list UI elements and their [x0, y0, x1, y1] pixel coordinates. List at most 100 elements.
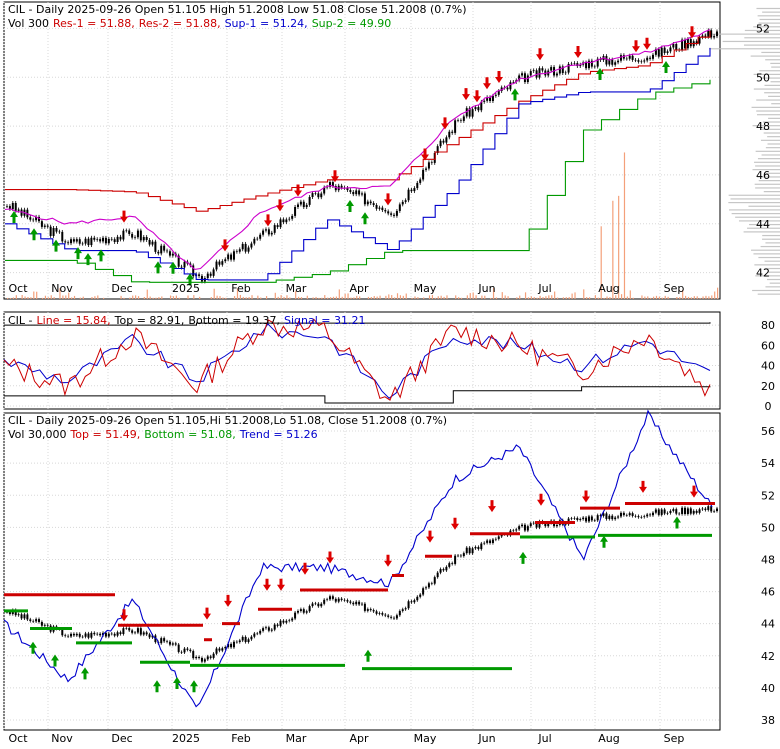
price-body	[596, 515, 599, 521]
price-body	[128, 230, 131, 234]
price-body	[538, 521, 541, 528]
price-body	[17, 614, 20, 616]
price-body	[331, 182, 334, 187]
price-body	[506, 87, 509, 90]
price-body	[427, 162, 430, 169]
price-body	[587, 60, 590, 69]
y-tick-label: 40	[761, 360, 775, 373]
price-body	[713, 36, 716, 38]
sell-arrow	[688, 26, 696, 39]
price-body	[445, 137, 448, 143]
price-body	[151, 241, 154, 245]
price-body	[340, 185, 343, 188]
volume-bar	[36, 291, 38, 299]
volume-bar	[507, 296, 509, 299]
price-body	[358, 190, 361, 195]
volume-bar	[68, 292, 70, 299]
volume-profile-bar	[752, 289, 780, 292]
x-tick-label: Aug	[598, 732, 619, 745]
legend-top: Top = 51.49,	[69, 428, 140, 441]
price-body	[32, 219, 35, 221]
price-body	[640, 516, 643, 518]
volume-profile-bar	[744, 37, 780, 39]
volume-bar	[394, 297, 396, 299]
volume-bar	[588, 297, 591, 299]
volume-bar	[460, 297, 463, 299]
price-body	[608, 515, 611, 519]
price-body	[637, 516, 640, 518]
sell-arrow	[264, 214, 272, 227]
price-body	[489, 540, 492, 543]
volume-bar	[455, 295, 457, 299]
volume-bar	[711, 295, 713, 299]
price-body	[683, 507, 686, 514]
price-body	[67, 635, 70, 637]
price-body	[96, 633, 99, 635]
y-tick-label: 44	[756, 218, 770, 231]
price-body	[512, 81, 515, 83]
price-body	[262, 628, 265, 631]
y-tick-label: 44	[761, 618, 775, 631]
buy-arrow	[364, 649, 372, 662]
price-body	[299, 201, 302, 205]
price-body	[477, 546, 480, 550]
price-body	[38, 619, 41, 622]
price-body	[198, 274, 201, 276]
sup2-line	[5, 79, 711, 283]
volume-bar	[329, 297, 332, 299]
price-body	[454, 120, 457, 133]
sell-arrow	[495, 71, 503, 84]
price-body	[128, 628, 131, 631]
price-body	[241, 636, 244, 641]
price-body	[40, 221, 43, 227]
price-body	[494, 94, 497, 96]
price-body	[270, 629, 273, 631]
price-body	[628, 55, 631, 59]
volume-bar	[155, 297, 157, 299]
price-body	[46, 225, 49, 227]
y-tick-label: 0	[765, 400, 772, 413]
price-body	[192, 651, 195, 659]
volume-bar	[556, 297, 559, 299]
volume-profile-bar	[765, 147, 780, 149]
price-body	[393, 617, 396, 619]
volume-profile-bar	[758, 256, 780, 259]
volume-profile-bar	[743, 44, 780, 46]
y-tick-label: 46	[756, 169, 770, 182]
volume-bar	[647, 296, 649, 299]
price-body	[672, 43, 675, 48]
price-body	[320, 603, 323, 607]
stoch-legend: CIL - Line = 15.84, Top = 82.91, Bottom = 1…	[8, 314, 365, 327]
price-body	[110, 633, 113, 635]
volume-bar	[353, 297, 355, 299]
volume-bar	[187, 295, 189, 299]
sell-arrow	[221, 239, 229, 252]
price-body	[425, 587, 428, 589]
price-body	[262, 230, 265, 235]
price-body	[183, 261, 186, 268]
price-body	[206, 273, 209, 279]
volume-profile-bar	[757, 158, 780, 160]
volume-bar	[289, 297, 291, 299]
volume-profile-bar	[743, 231, 780, 233]
volume-bar	[335, 296, 338, 299]
sell-arrow	[263, 578, 271, 591]
price-body	[206, 656, 209, 660]
volume-bar	[571, 293, 573, 299]
price-body	[401, 201, 404, 205]
price-body	[480, 543, 483, 550]
price-body	[398, 610, 401, 616]
price-body	[157, 251, 160, 254]
price-body	[90, 237, 93, 246]
x-tick-label: Aug	[598, 282, 619, 295]
volume-bar	[15, 295, 17, 299]
volume-bar	[539, 295, 541, 299]
volume-bar	[696, 296, 698, 299]
price-body	[180, 266, 183, 268]
price-body	[663, 47, 666, 53]
buy-arrow	[346, 199, 354, 212]
price-body	[666, 512, 669, 514]
price-body	[512, 530, 515, 532]
volume-bar	[71, 297, 73, 299]
price-body	[212, 653, 215, 658]
